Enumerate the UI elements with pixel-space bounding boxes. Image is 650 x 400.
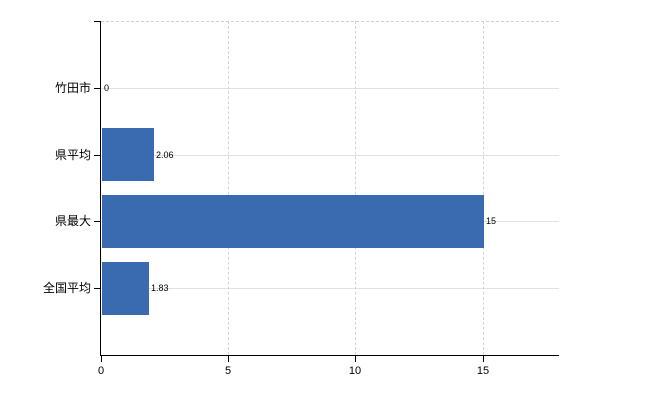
h-gridline xyxy=(101,288,559,289)
x-tick-label: 0 xyxy=(97,365,105,377)
y-tick xyxy=(94,288,100,289)
y-axis-line xyxy=(100,21,101,356)
x-tick xyxy=(355,356,356,362)
v-gridline xyxy=(228,21,229,355)
x-tick xyxy=(101,356,102,362)
y-axis-top-tick xyxy=(94,21,100,22)
y-tick xyxy=(94,221,100,222)
v-gridline xyxy=(355,21,356,355)
plot-top-border xyxy=(101,21,559,22)
bar-value-label: 15 xyxy=(486,216,497,226)
bar xyxy=(102,262,149,315)
x-tick xyxy=(228,356,229,362)
x-tick-label: 5 xyxy=(224,365,232,377)
x-tick-label: 15 xyxy=(476,365,490,377)
category-label: 県平均 xyxy=(54,148,91,162)
x-tick xyxy=(483,356,484,362)
category-label: 県最大 xyxy=(54,214,91,228)
category-label: 竹田市 xyxy=(54,81,91,95)
y-tick xyxy=(94,88,100,89)
h-gridline xyxy=(101,155,559,156)
x-axis-line xyxy=(100,355,559,356)
category-label: 全国平均 xyxy=(42,281,91,295)
bar-value-label: 2.06 xyxy=(156,150,174,160)
bar-value-label: 0 xyxy=(104,83,110,93)
y-tick xyxy=(94,155,100,156)
h-gridline xyxy=(101,88,559,89)
bar-value-label: 1.83 xyxy=(151,283,169,293)
v-gridline xyxy=(483,21,484,355)
bar xyxy=(102,128,154,181)
x-tick-label: 10 xyxy=(348,365,362,377)
bar xyxy=(102,195,484,248)
